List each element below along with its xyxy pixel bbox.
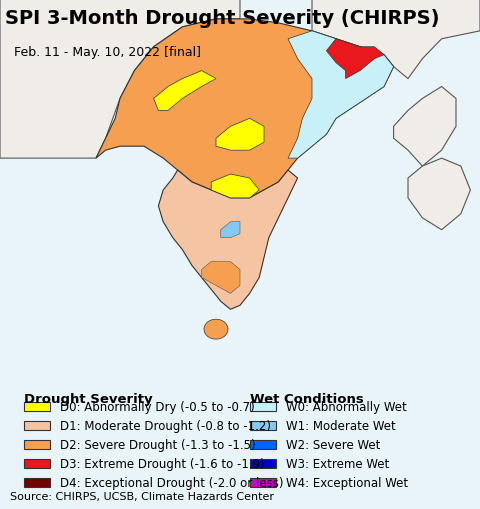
Polygon shape — [394, 88, 456, 167]
FancyBboxPatch shape — [24, 459, 50, 468]
Text: Source: CHIRPS, UCSB, Climate Hazards Center: Source: CHIRPS, UCSB, Climate Hazards Ce… — [10, 491, 274, 501]
Polygon shape — [221, 222, 240, 238]
Text: W4: Exceptional Wet: W4: Exceptional Wet — [286, 476, 408, 489]
FancyBboxPatch shape — [250, 421, 276, 430]
Text: SPI 3-Month Drought Severity (CHIRPS): SPI 3-Month Drought Severity (CHIRPS) — [5, 9, 439, 28]
Text: D2: Severe Drought (-1.3 to -1.5): D2: Severe Drought (-1.3 to -1.5) — [60, 438, 256, 451]
Polygon shape — [202, 262, 240, 294]
Polygon shape — [0, 0, 240, 159]
Polygon shape — [408, 159, 470, 230]
FancyBboxPatch shape — [250, 440, 276, 449]
FancyBboxPatch shape — [250, 478, 276, 487]
FancyBboxPatch shape — [24, 440, 50, 449]
FancyBboxPatch shape — [24, 478, 50, 487]
Text: Feb. 11 - May. 10, 2022 [final]: Feb. 11 - May. 10, 2022 [final] — [14, 46, 202, 59]
Polygon shape — [158, 171, 298, 309]
Polygon shape — [154, 71, 216, 111]
Polygon shape — [312, 0, 480, 79]
Polygon shape — [96, 20, 394, 199]
Text: D1: Moderate Drought (-0.8 to -1.2): D1: Moderate Drought (-0.8 to -1.2) — [60, 419, 271, 432]
Polygon shape — [288, 32, 394, 159]
FancyBboxPatch shape — [24, 403, 50, 411]
FancyBboxPatch shape — [24, 421, 50, 430]
Text: D4: Exceptional Drought (-2.0 or less): D4: Exceptional Drought (-2.0 or less) — [60, 476, 284, 489]
Text: Wet Conditions: Wet Conditions — [250, 392, 363, 405]
Text: W2: Severe Wet: W2: Severe Wet — [286, 438, 380, 451]
Circle shape — [204, 320, 228, 340]
Text: D3: Extreme Drought (-1.6 to -1.9): D3: Extreme Drought (-1.6 to -1.9) — [60, 457, 265, 470]
Text: W3: Extreme Wet: W3: Extreme Wet — [286, 457, 389, 470]
Polygon shape — [326, 40, 384, 79]
Text: D0: Abnormally Dry (-0.5 to -0.7): D0: Abnormally Dry (-0.5 to -0.7) — [60, 401, 255, 413]
Polygon shape — [211, 175, 259, 199]
Text: W1: Moderate Wet: W1: Moderate Wet — [286, 419, 396, 432]
FancyBboxPatch shape — [250, 459, 276, 468]
Polygon shape — [216, 119, 264, 151]
FancyBboxPatch shape — [250, 403, 276, 411]
Text: Drought Severity: Drought Severity — [24, 392, 153, 405]
Text: W0: Abnormally Wet: W0: Abnormally Wet — [286, 401, 407, 413]
